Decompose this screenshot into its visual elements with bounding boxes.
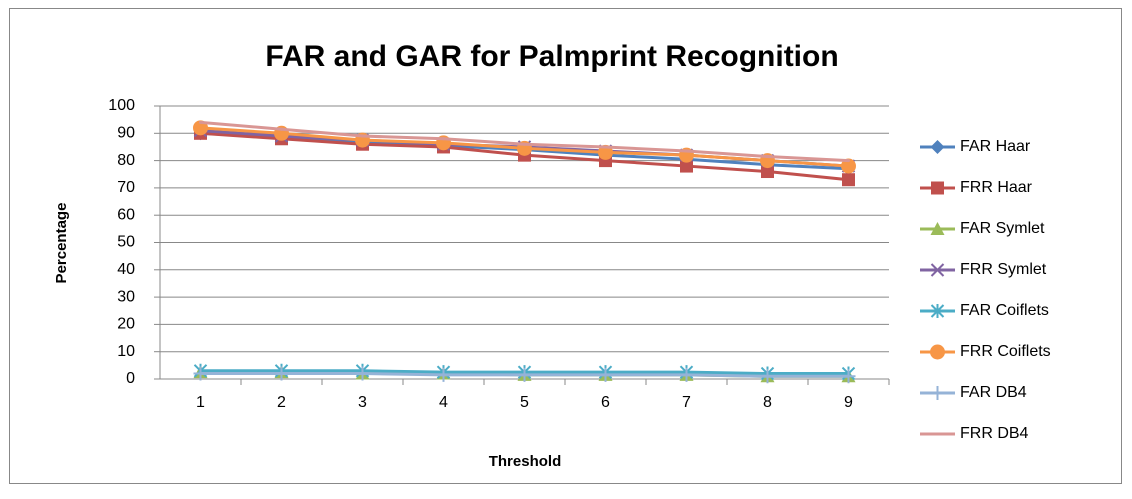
point (598, 367, 613, 382)
y-tick-label: 80 (117, 152, 135, 169)
point (847, 159, 850, 163)
point (842, 173, 855, 187)
legend-label: FRR Haar (960, 179, 1033, 196)
x-tick-label: 3 (358, 394, 367, 411)
legend-label: FAR Haar (960, 138, 1031, 155)
chart-title: FAR and GAR for Palmprint Recognition (265, 40, 838, 73)
point (274, 366, 289, 381)
point (355, 366, 370, 381)
x-tick-label: 2 (277, 394, 286, 411)
point (841, 158, 856, 174)
legend-label: FAR Coiflets (960, 302, 1049, 319)
legend-marker (930, 263, 945, 277)
y-tick-label: 30 (117, 288, 135, 305)
point (280, 127, 283, 131)
legend-item: FAR Symlet (920, 220, 1045, 237)
legend-label: FAR DB4 (960, 384, 1027, 401)
x-tick-label: 4 (439, 394, 448, 411)
x-axis-label: Threshold (489, 453, 562, 470)
point (361, 134, 364, 138)
point (436, 367, 451, 382)
y-tick-label: 100 (108, 97, 135, 114)
x-tick-label: 6 (601, 394, 610, 411)
legend-label: FRR Symlet (960, 261, 1047, 278)
x-tick-label: 7 (682, 394, 691, 411)
point (604, 145, 607, 149)
x-tick-label: 1 (196, 394, 205, 411)
point (199, 120, 202, 124)
y-tick-label: 20 (117, 316, 135, 333)
legend-marker (930, 222, 945, 235)
y-tick-label: 60 (117, 206, 135, 223)
point (679, 367, 694, 382)
legend-item: FAR DB4 (920, 384, 1027, 401)
legend-item: FRR Coiflets (920, 343, 1051, 360)
point (841, 369, 856, 384)
point (766, 155, 769, 159)
point (523, 142, 526, 146)
legend-label: FRR Coiflets (960, 343, 1051, 360)
y-axis-label: Percentage (53, 203, 70, 284)
legend-item: FRR DB4 (920, 425, 1029, 442)
legend-item: FRR Haar (920, 179, 1033, 196)
legend-marker (930, 140, 945, 154)
point (193, 366, 208, 381)
y-tick-label: 90 (117, 125, 135, 142)
point (680, 159, 693, 173)
legend-label: FRR DB4 (960, 425, 1029, 442)
legend-marker (930, 386, 945, 400)
y-tick-label: 50 (117, 234, 135, 251)
legend-item: FAR Coiflets (920, 302, 1049, 319)
legend-marker (930, 304, 945, 318)
legend-marker (931, 181, 944, 195)
y-tick-label: 40 (117, 261, 135, 278)
legend-marker (930, 344, 945, 360)
legend-item: FAR Haar (920, 138, 1031, 155)
y-tick-label: 0 (126, 370, 135, 387)
point (598, 144, 613, 160)
y-tick-label: 70 (117, 179, 135, 196)
point (761, 165, 774, 179)
x-tick-label: 9 (844, 394, 853, 411)
point (442, 137, 445, 141)
point (517, 367, 532, 382)
point (685, 149, 688, 153)
x-tick-label: 5 (520, 394, 529, 411)
point (760, 369, 775, 384)
x-tick-label: 8 (763, 394, 772, 411)
y-tick-label: 10 (117, 343, 135, 360)
chart-frame (9, 8, 1122, 484)
legend-item: FRR Symlet (920, 261, 1047, 278)
legend-label: FAR Symlet (960, 220, 1045, 237)
